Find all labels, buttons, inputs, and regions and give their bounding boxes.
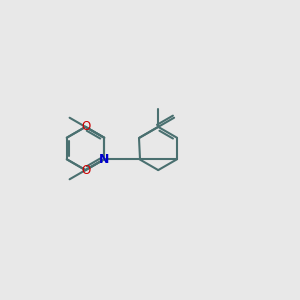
Text: O: O	[81, 120, 90, 134]
Text: O: O	[81, 164, 90, 177]
Text: N: N	[99, 153, 110, 166]
